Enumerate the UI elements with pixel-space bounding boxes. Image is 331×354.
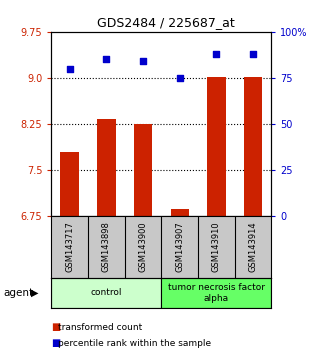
Text: GSM143898: GSM143898 bbox=[102, 222, 111, 272]
Bar bbox=[170, 209, 189, 216]
Point bbox=[177, 75, 182, 81]
Bar bbox=[61, 152, 79, 216]
Bar bbox=[161, 278, 271, 308]
Text: GDS2484 / 225687_at: GDS2484 / 225687_at bbox=[97, 16, 234, 29]
Text: GSM143910: GSM143910 bbox=[212, 222, 221, 272]
Point bbox=[251, 51, 256, 57]
Text: tumor necrosis factor
alpha: tumor necrosis factor alpha bbox=[168, 283, 265, 303]
Point bbox=[140, 58, 146, 64]
Text: ■: ■ bbox=[51, 338, 61, 348]
Text: GSM143717: GSM143717 bbox=[65, 222, 74, 272]
Text: ■: ■ bbox=[51, 322, 61, 332]
Bar bbox=[134, 124, 152, 216]
Point bbox=[214, 51, 219, 57]
Point bbox=[67, 66, 72, 72]
Text: ▶: ▶ bbox=[31, 288, 38, 298]
Text: transformed count: transformed count bbox=[58, 323, 142, 332]
Point bbox=[104, 57, 109, 62]
Text: agent: agent bbox=[3, 288, 33, 298]
Bar bbox=[244, 77, 262, 216]
Bar bbox=[51, 278, 161, 308]
Text: percentile rank within the sample: percentile rank within the sample bbox=[58, 339, 211, 348]
Bar bbox=[207, 77, 225, 216]
Text: GSM143914: GSM143914 bbox=[249, 222, 258, 272]
Text: GSM143900: GSM143900 bbox=[138, 222, 148, 272]
Text: control: control bbox=[91, 289, 122, 297]
Bar bbox=[97, 119, 116, 216]
Text: GSM143907: GSM143907 bbox=[175, 222, 184, 272]
